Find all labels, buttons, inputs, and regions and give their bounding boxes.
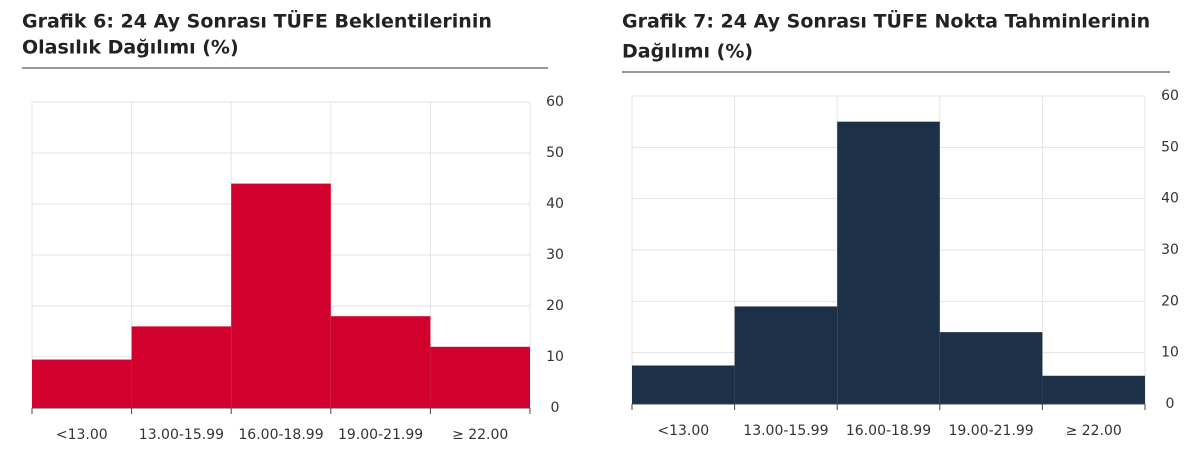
x-tick-label: ≥ 22.00: [1066, 423, 1122, 439]
bar: [231, 183, 331, 408]
y-tick-label: 0: [1166, 396, 1175, 412]
x-tick-label: <13.00: [657, 423, 709, 439]
chart-title: Olasılık Dağılımı (%): [22, 37, 239, 59]
chart-title: Grafik 7: 24 Ay Sonrası TÜFE Nokta Tahmi…: [622, 9, 1150, 33]
x-tick-label: 19.00-21.99: [338, 427, 423, 443]
x-tick-label: 19.00-21.99: [948, 423, 1033, 439]
bar: [32, 359, 132, 408]
x-tick-label: 13.00-15.99: [139, 427, 224, 443]
y-tick-label: 30: [1161, 242, 1179, 258]
y-tick-label: 40: [546, 196, 564, 212]
x-tick-label: ≥ 22.00: [452, 427, 508, 443]
chart-title: Dağılımı (%): [622, 41, 753, 63]
y-tick-label: 10: [1161, 345, 1179, 361]
x-tick-label: 16.00-18.99: [846, 423, 931, 439]
bar: [1042, 375, 1145, 404]
y-tick-label: 20: [1161, 293, 1179, 309]
y-tick-label: 30: [546, 247, 564, 263]
y-tick-label: 60: [1161, 88, 1179, 104]
bar: [330, 316, 431, 408]
y-tick-label: 60: [546, 94, 564, 110]
x-tick-label: <13.00: [56, 427, 108, 443]
chart-title: Grafik 6: 24 Ay Sonrası TÜFE Beklentiler…: [22, 9, 492, 33]
bar: [939, 332, 1043, 404]
bar: [734, 306, 838, 404]
y-tick-label: 50: [546, 145, 564, 161]
y-tick-label: 0: [551, 400, 560, 416]
y-tick-label: 50: [1161, 139, 1179, 155]
bar: [430, 346, 530, 408]
bar: [131, 326, 232, 408]
x-tick-label: 13.00-15.99: [743, 423, 828, 439]
y-tick-label: 40: [1161, 191, 1179, 207]
y-tick-label: 10: [546, 349, 564, 365]
bar: [837, 121, 940, 405]
x-tick-label: 16.00-18.99: [238, 427, 323, 443]
bar: [632, 365, 735, 404]
y-tick-label: 20: [546, 298, 564, 314]
